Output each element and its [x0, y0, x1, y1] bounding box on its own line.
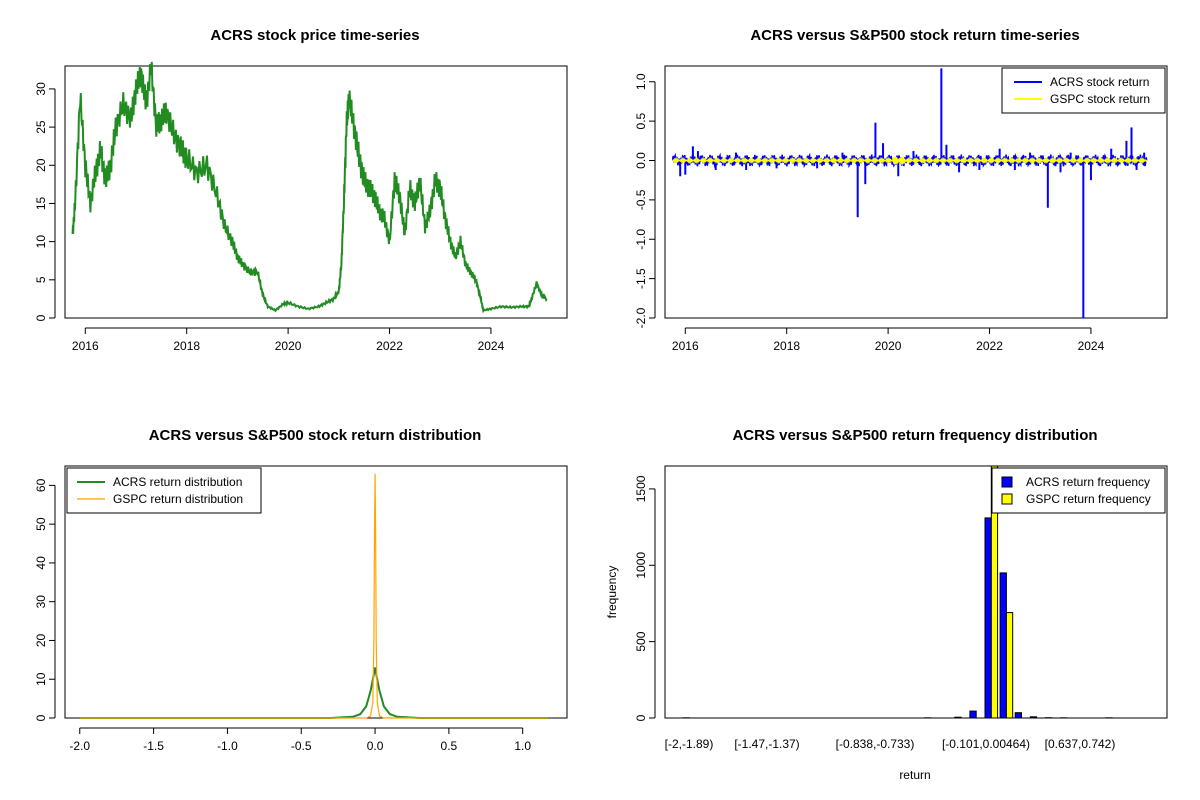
bar-acrs [984, 517, 992, 719]
bar-acrs [1014, 712, 1023, 719]
y-tick-label: 25 [34, 120, 48, 134]
x-tick-label: [0.637,0.742) [1045, 737, 1116, 751]
bar-acrs [999, 572, 1007, 719]
legend-label-gspc-density: GSPC return distribution [113, 492, 243, 506]
y-tick-label: 0 [34, 314, 48, 321]
x-tick-label: 2018 [773, 339, 800, 353]
x-tick-label: 2024 [478, 339, 505, 353]
legend-label-gspc: GSPC stock return [1050, 92, 1150, 106]
legend-box-4 [991, 467, 1166, 514]
legend-label-acrs: ACRS stock return [1050, 75, 1149, 89]
x-tick-label: -2.0 [69, 739, 90, 753]
legend-label-gspc-frequency: GSPC return frequency [1026, 492, 1151, 506]
x-tick-label: -1.0 [217, 739, 238, 753]
y-tick-label: 30 [34, 82, 48, 96]
y-tick-label: 0 [34, 714, 48, 721]
legend-swatch-acrs-frequency [1001, 476, 1013, 488]
x-tick-label: 2020 [275, 339, 302, 353]
y-tick-label: 40 [34, 556, 48, 570]
x-tick-label: 0.5 [441, 739, 458, 753]
y-tick-label: 10 [34, 235, 48, 249]
x-tick-label: [-0.838,-0.733) [836, 737, 915, 751]
chart-title-2: ACRS versus S&P500 stock return time-ser… [750, 27, 1079, 44]
y-tick-label: 1000 [634, 552, 648, 579]
chart-title-3: ACRS versus S&P500 stock return distribu… [149, 427, 482, 444]
y-tick-label: 10 [34, 672, 48, 686]
x-axis-title: return [899, 768, 930, 782]
x-tick-label: 2022 [976, 339, 1003, 353]
series-line-acrs-density [79, 667, 548, 719]
x-tick-label: -0.5 [291, 739, 312, 753]
legend-box-2 [1001, 67, 1166, 114]
x-tick-label: 2024 [1078, 339, 1105, 353]
series-line-acrs-price [71, 61, 548, 314]
y-tick-label: -0.5 [634, 189, 648, 210]
y-tick-label: 20 [34, 158, 48, 172]
y-tick-label: 5 [34, 276, 48, 283]
y-tick-label: -1.5 [634, 268, 648, 289]
plot-frame-4 [664, 465, 1168, 719]
plot-frame-2 [664, 65, 1168, 319]
x-tick-label: 2016 [72, 339, 99, 353]
y-tick-label: 0.5 [634, 112, 648, 129]
legend-label-acrs-density: ACRS return distribution [113, 475, 242, 489]
legend-label-acrs-frequency: ACRS return frequency [1026, 475, 1150, 489]
y-tick-label: 20 [34, 633, 48, 647]
y-tick-label: 0.0 [634, 152, 648, 169]
legend-box-3 [66, 467, 262, 514]
plot-frame-1 [64, 65, 568, 319]
y-tick-label: 15 [34, 196, 48, 210]
bar-acrs [1029, 716, 1038, 719]
bar-gspc [990, 465, 999, 719]
bar-acrs [954, 716, 962, 719]
series-line-gspc-return [672, 156, 1148, 165]
x-tick-label: 2018 [173, 339, 200, 353]
y-tick-label: 1.0 [634, 73, 648, 90]
y-tick-label: 500 [634, 631, 648, 651]
chart-title-1: ACRS stock price time-series [210, 27, 419, 44]
x-tick-label: 2022 [376, 339, 403, 353]
y-tick-label: 0 [634, 714, 648, 721]
bar-gspc [1005, 612, 1014, 719]
x-tick-label: [-1.47,-1.37) [734, 737, 799, 751]
x-tick-label: -1.5 [143, 739, 164, 753]
series-line-gspc-density [79, 473, 548, 719]
y-tick-label: -2.0 [634, 307, 648, 328]
bar-acrs [969, 710, 977, 719]
x-tick-label: 1.0 [514, 739, 531, 753]
y-tick-label: 50 [34, 517, 48, 531]
x-tick-label: 2020 [875, 339, 902, 353]
y-tick-label: 30 [34, 595, 48, 609]
y-tick-label: 60 [34, 478, 48, 492]
chart-title-4: ACRS versus S&P500 return frequency dist… [732, 427, 1097, 444]
x-tick-label: 0.0 [367, 739, 384, 753]
y-axis-title: frequency [605, 566, 619, 619]
legend-swatch-gspc-frequency [1001, 493, 1013, 505]
x-tick-label: [-0.101,0.00464) [942, 737, 1030, 751]
x-tick-label: [-2,-1.89) [665, 737, 714, 751]
x-tick-label: 2016 [672, 339, 699, 353]
y-tick-label: 1500 [634, 475, 648, 502]
y-tick-label: -1.0 [634, 229, 648, 250]
